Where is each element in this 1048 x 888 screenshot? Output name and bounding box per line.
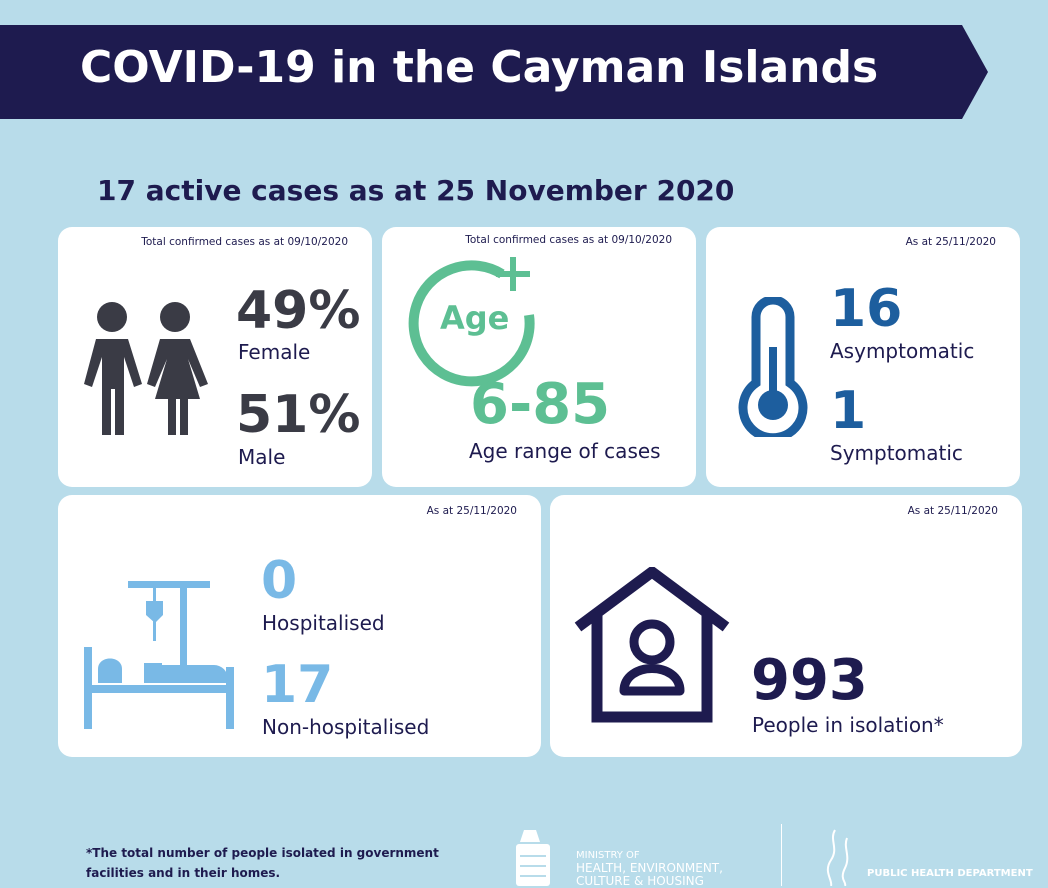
people-icon <box>84 302 208 435</box>
page-title: COVID-19 in the Cayman Islands <box>80 42 879 93</box>
thermometer-icon <box>738 297 808 437</box>
public-health-logo <box>826 829 849 886</box>
card-note: Total confirmed cases as at 09/10/2020 <box>465 234 672 246</box>
ministry-line-1: MINISTRY OF <box>576 850 640 861</box>
card-note: As at 25/11/2020 <box>905 236 996 248</box>
male-percent: 51% <box>236 385 361 445</box>
symptoms-card: As at 25/11/2020 16 Asymptomatic 1 Sympt… <box>706 227 1020 487</box>
ministry-line-3: CULTURE & HOUSING <box>576 874 704 888</box>
footnote: *The total number of people isolated in … <box>86 846 439 880</box>
divider <box>781 824 782 886</box>
house-person-icon <box>574 567 730 723</box>
age-card: Total confirmed cases as at 09/10/2020 A… <box>382 227 696 487</box>
subtitle: 17 active cases as at 25 November 2020 <box>97 174 735 207</box>
hospitalised-label: Hospitalised <box>262 611 385 635</box>
card-note: As at 25/11/2020 <box>426 505 517 517</box>
age-range-label: Age range of cases <box>469 439 661 463</box>
gender-card: Total confirmed cases as at 09/10/2020 4… <box>58 227 372 487</box>
coat-of-arms-logo <box>516 830 550 886</box>
isolation-value: 993 <box>751 648 868 713</box>
public-health-department: PUBLIC HEALTH DEPARTMENT <box>867 868 1033 879</box>
female-label: Female <box>238 340 311 364</box>
card-note: Total confirmed cases as at 09/10/2020 <box>141 236 348 248</box>
asymptomatic-label: Asymptomatic <box>830 339 975 363</box>
isolation-card: As at 25/11/2020 993 People in isolation… <box>550 495 1022 757</box>
age-plus-icon <box>408 257 535 387</box>
ministry-logo-text: MINISTRY OF HEALTH, ENVIRONMENT, CULTURE… <box>576 850 723 888</box>
hospital-card: As at 25/11/2020 0 Hospitalised 17 Non-h… <box>58 495 541 757</box>
card-note: As at 25/11/2020 <box>907 505 998 517</box>
hospital-bed-icon <box>84 581 234 729</box>
age-icon-text: Age <box>440 299 510 337</box>
asymptomatic-value: 16 <box>830 279 903 339</box>
age-range-value: 6-85 <box>470 372 611 437</box>
non-hospitalised-value: 17 <box>261 655 334 715</box>
isolation-label: People in isolation* <box>752 713 944 737</box>
non-hospitalised-label: Non-hospitalised <box>262 715 430 739</box>
male-label: Male <box>238 445 286 469</box>
hospitalised-value: 0 <box>261 551 298 611</box>
title-banner <box>0 25 988 119</box>
symptomatic-value: 1 <box>830 381 867 441</box>
female-percent: 49% <box>236 281 361 341</box>
symptomatic-label: Symptomatic <box>830 441 963 465</box>
ministry-line-2: HEALTH, ENVIRONMENT, <box>576 861 723 875</box>
